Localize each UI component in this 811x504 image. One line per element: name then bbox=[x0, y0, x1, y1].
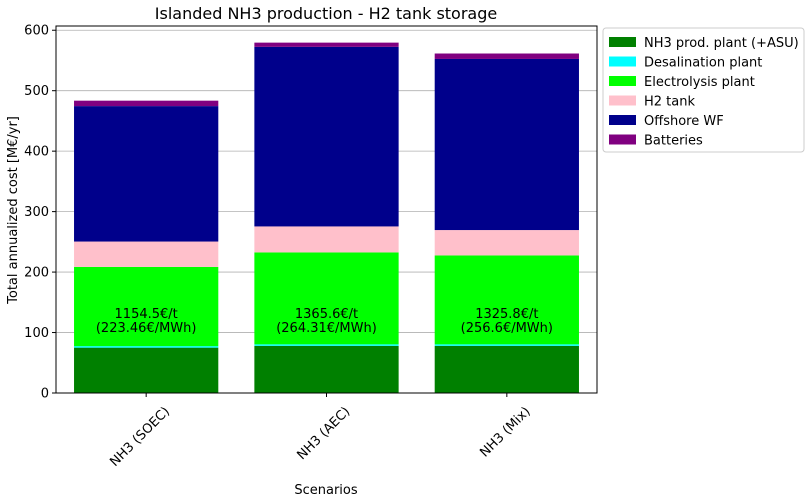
y-tick-label: 0 bbox=[41, 387, 49, 402]
legend-label: Batteries bbox=[644, 134, 703, 149]
y-tick-label: 400 bbox=[24, 145, 49, 160]
y-tick-label: 600 bbox=[24, 24, 49, 39]
x-tick-label: NH3 (AEC) bbox=[294, 404, 353, 463]
legend: NH3 prod. plant (+ASU) Desalination plant… bbox=[602, 27, 805, 153]
cost-annotation-sub: (264.31€/MWh) bbox=[276, 321, 377, 336]
bar-segment bbox=[254, 252, 399, 345]
x-tick-label: NH3 (Mix) bbox=[477, 404, 533, 460]
legend-swatch bbox=[609, 115, 636, 125]
bar-segment bbox=[254, 42, 399, 47]
cost-annotation: 1154.5€/t bbox=[115, 307, 178, 322]
bar-segment bbox=[74, 346, 219, 348]
y-tick-label: 300 bbox=[24, 205, 49, 220]
bar-segment bbox=[434, 345, 579, 393]
x-axis-label: Scenarios bbox=[294, 483, 358, 498]
x-tick-label: NH3 (SOEC) bbox=[107, 404, 173, 470]
bar-segment bbox=[254, 345, 399, 393]
bar-segment bbox=[74, 100, 219, 107]
legend-swatch bbox=[609, 56, 636, 67]
bar-segment bbox=[434, 344, 579, 346]
cost-annotation-sub: (223.46€/MWh) bbox=[96, 321, 197, 336]
cost-annotation: 1365.6€/t bbox=[295, 307, 358, 322]
bar-segment bbox=[74, 241, 219, 267]
legend-label: NH3 prod. plant (+ASU) bbox=[644, 36, 799, 51]
y-tick-label: 100 bbox=[24, 326, 49, 341]
cost-annotation: 1325.8€/t bbox=[475, 307, 538, 322]
y-axis-ticks: 0 100 200 300 400 500 600 bbox=[24, 24, 56, 402]
bar-segment bbox=[254, 46, 399, 227]
legend-frame bbox=[602, 27, 805, 153]
y-tick-label: 200 bbox=[24, 266, 49, 281]
legend-label: H2 tank bbox=[644, 95, 695, 110]
legend-label: Offshore WF bbox=[644, 114, 724, 129]
bar-segment bbox=[74, 266, 219, 347]
cost-annotation-sub: (256.6€/MWh) bbox=[461, 321, 553, 336]
chart-title: Islanded NH3 production - H2 tank storag… bbox=[155, 4, 497, 23]
bar-segment bbox=[434, 53, 579, 59]
bar-segment bbox=[434, 58, 579, 231]
bars bbox=[74, 42, 579, 393]
bar-segment bbox=[434, 255, 579, 345]
legend-swatch bbox=[609, 95, 636, 106]
legend-swatch bbox=[609, 37, 636, 47]
legend-label: Desalination plant bbox=[644, 56, 762, 71]
legend-label: Electrolysis plant bbox=[644, 75, 755, 90]
legend-swatch bbox=[609, 134, 636, 145]
y-axis-label: Total annualized cost [M€/yr] bbox=[6, 116, 21, 305]
legend-swatch bbox=[609, 76, 636, 86]
annotations: 1154.5€/t(223.46€/MWh) 1365.6€/t(264.31€/… bbox=[96, 307, 553, 336]
bar-segment bbox=[74, 347, 219, 393]
bar-segment bbox=[254, 226, 399, 253]
bar-segment bbox=[74, 106, 219, 242]
y-tick-label: 500 bbox=[24, 84, 49, 99]
bar-segment bbox=[254, 344, 399, 346]
bar-segment bbox=[434, 230, 579, 256]
x-axis-ticks: NH3 (SOEC) NH3 (AEC) NH3 (Mix) bbox=[107, 393, 534, 470]
